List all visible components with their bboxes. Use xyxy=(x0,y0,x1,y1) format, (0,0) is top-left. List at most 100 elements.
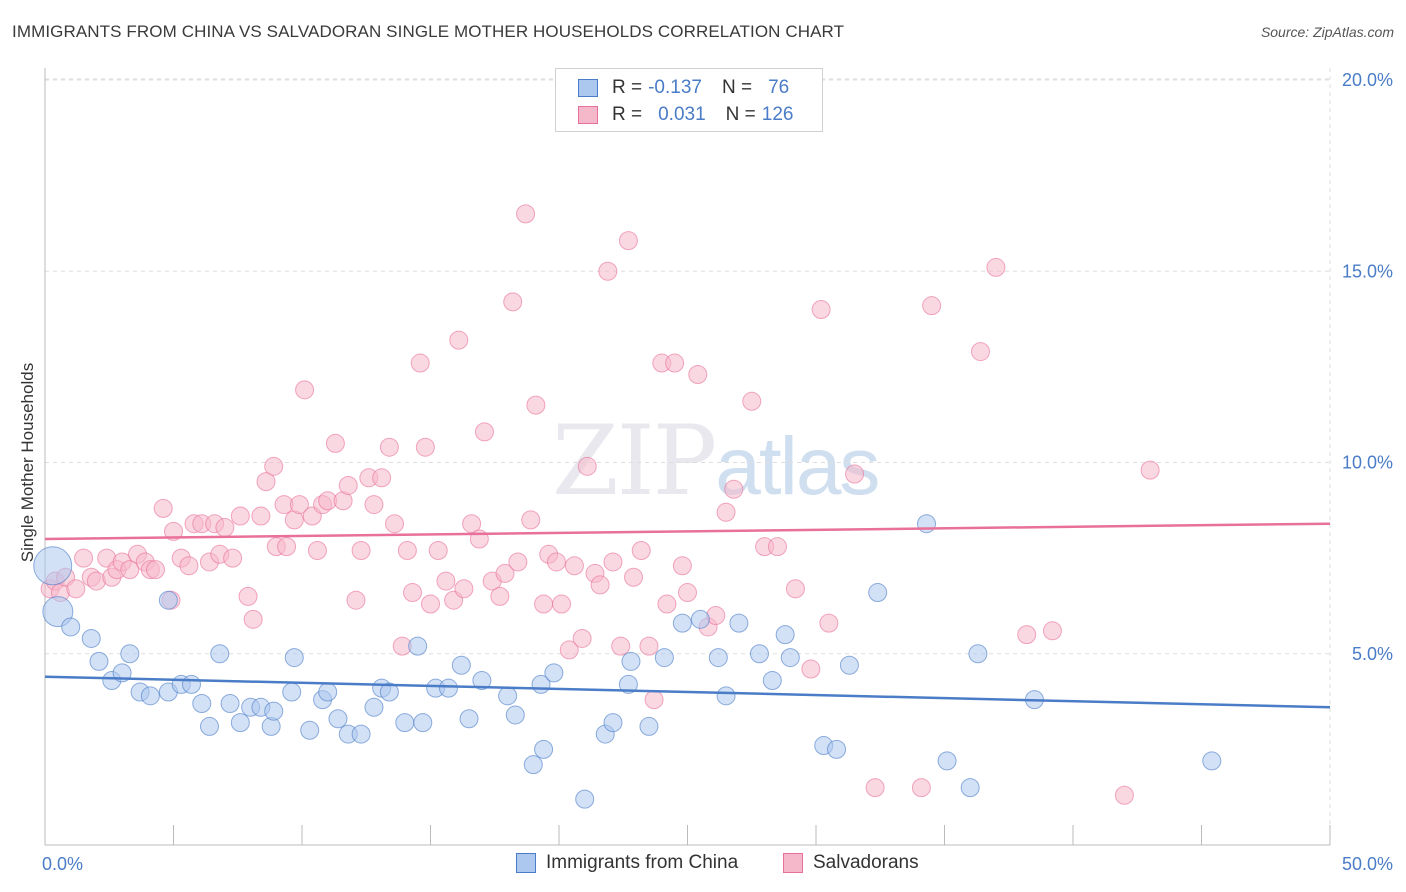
y-tick-label: 15.0% xyxy=(1342,261,1393,281)
china-point xyxy=(210,644,230,664)
salvadoran-point xyxy=(474,422,494,442)
china-point xyxy=(282,682,302,702)
china-point xyxy=(318,682,338,702)
legend-swatch-blue xyxy=(516,853,536,873)
y-tick-label: 20.0% xyxy=(1342,70,1393,90)
salvadoran-point xyxy=(603,552,623,572)
salvadoran-point xyxy=(74,548,94,568)
china-point xyxy=(379,682,399,702)
salvadoran-point xyxy=(289,495,309,515)
salvadoran-point xyxy=(1140,460,1160,480)
salvadoran-point xyxy=(379,437,399,457)
chart-title: IMMIGRANTS FROM CHINA VS SALVADORAN SING… xyxy=(12,22,845,41)
china-point xyxy=(960,778,980,798)
salvadoran-point xyxy=(559,640,579,660)
legend-n-label: N = xyxy=(721,77,753,98)
series-legend: Immigrants from China Salvadorans xyxy=(0,852,1406,878)
china-point xyxy=(413,713,433,733)
china-point xyxy=(284,648,304,668)
china-point xyxy=(300,720,320,740)
salvadoran-point xyxy=(397,540,417,560)
salvadoran-point xyxy=(618,231,638,251)
china-point xyxy=(1202,751,1222,771)
immigrants-from-china-points xyxy=(33,514,1222,809)
china-point xyxy=(181,674,201,694)
salvadoran-point xyxy=(865,778,885,798)
salvadoran-point xyxy=(307,540,327,560)
correlation-legend: R = -0.137 N = 76 R = 0.031 N = 126 xyxy=(555,68,823,132)
salvadoran-point xyxy=(403,583,423,603)
salvadorans-points xyxy=(40,204,1160,805)
china-point xyxy=(328,709,348,729)
salvadoran-point xyxy=(716,502,736,522)
china-point xyxy=(775,625,795,645)
china-point xyxy=(827,739,847,759)
salvadoran-point xyxy=(325,433,345,453)
legend-label-salvadorans: Salvadorans xyxy=(813,852,919,873)
legend-n-value: 76 xyxy=(768,77,790,98)
salvadoran-point xyxy=(449,330,469,350)
salvadoran-point xyxy=(639,636,659,656)
salvadoran-point xyxy=(970,342,990,362)
legend-label-china: Immigrants from China xyxy=(546,852,739,873)
salvadoran-point xyxy=(164,521,183,541)
salvadoran-point xyxy=(364,495,384,515)
salvadoran-point xyxy=(277,537,297,557)
salvadoran-point xyxy=(724,479,744,499)
china-point xyxy=(603,713,623,733)
axes xyxy=(44,68,1331,846)
salvadoran-point xyxy=(346,590,366,610)
salvadoran-point xyxy=(508,552,528,572)
salvadoran-point xyxy=(243,609,263,629)
salvadoran-point xyxy=(526,395,546,415)
y-tick-label: 10.0% xyxy=(1342,453,1393,473)
salvadoran-point xyxy=(251,506,271,526)
china-point xyxy=(438,678,458,698)
china-point xyxy=(780,648,800,668)
china-point xyxy=(917,514,937,534)
salvadoran-point xyxy=(1017,625,1037,645)
salvadoran-point xyxy=(385,514,405,534)
china-point xyxy=(33,546,73,586)
salvadoran-point xyxy=(546,552,566,572)
salvadoran-point xyxy=(179,556,199,576)
salvadoran-point xyxy=(223,548,243,568)
salvadoran-point xyxy=(657,594,677,614)
salvadoran-point xyxy=(146,560,166,580)
legend-r-value: 0.031 xyxy=(658,104,706,125)
china-point xyxy=(61,617,81,637)
salvadoran-point xyxy=(153,498,173,518)
legend-r-value: -0.137 xyxy=(648,77,702,98)
china-point xyxy=(199,716,219,736)
salvadoran-point xyxy=(66,579,86,599)
salvadoran-point xyxy=(572,628,592,648)
china-point xyxy=(459,709,479,729)
salvadoran-point xyxy=(801,659,821,679)
china-point xyxy=(120,644,140,664)
y-axis-title: Single Mother Households xyxy=(18,363,37,562)
salvadoran-point xyxy=(577,456,597,476)
salvadoran-point xyxy=(590,575,610,595)
salvadoran-point xyxy=(534,594,554,614)
salvadoran-point xyxy=(665,353,685,373)
salvadoran-point xyxy=(295,380,315,400)
china-point xyxy=(523,755,543,775)
salvadoran-point xyxy=(516,204,536,224)
china-point xyxy=(408,636,428,656)
china-point xyxy=(140,686,160,706)
salvadoran-point xyxy=(495,563,515,583)
legend-row-china: R = -0.137 N = 76 xyxy=(578,76,789,100)
china-point xyxy=(621,651,641,671)
legend-r-label: R = xyxy=(612,77,643,98)
china-point xyxy=(534,739,554,759)
china-point xyxy=(264,701,284,721)
china-point xyxy=(230,713,250,733)
salvadoran-point xyxy=(372,468,392,488)
china-point xyxy=(690,609,710,629)
china-point xyxy=(220,693,240,713)
legend-n-value: 126 xyxy=(761,104,794,125)
salvadoran-point xyxy=(611,636,631,656)
salvadoran-trend-line xyxy=(44,522,1331,541)
china-point xyxy=(351,724,371,744)
